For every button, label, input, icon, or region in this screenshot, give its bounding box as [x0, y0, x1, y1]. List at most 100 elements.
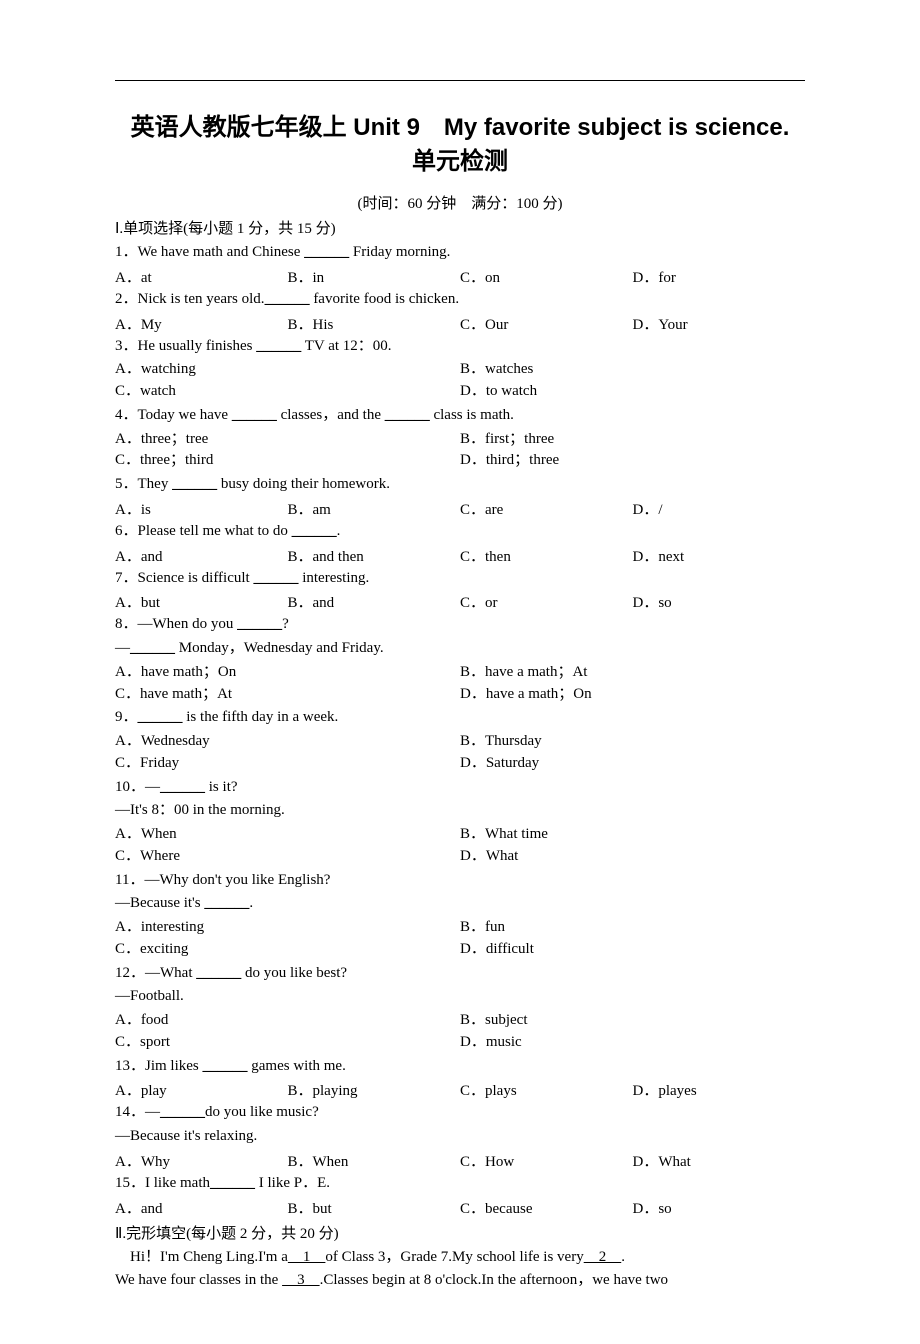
q8-blank2: ______	[130, 640, 175, 656]
q14-line1: 14．—______do you like music?	[115, 1102, 805, 1124]
q14-line2: —Because it's relaxing.	[115, 1126, 805, 1148]
q9-opt-c: C．Friday	[115, 753, 460, 775]
q14-blank: ______	[160, 1104, 205, 1120]
q1-opt-d: D．for	[633, 266, 806, 287]
q5-opt-a: A．is	[115, 498, 288, 519]
q8-options: A．have math；On B．have a math；At C．have m…	[115, 662, 805, 706]
q13-options: A．play B．playing C．plays D．playes	[115, 1079, 805, 1100]
q15-opt-b: B．but	[288, 1197, 461, 1218]
section-1-header: Ⅰ.单项选择(每小题 1 分，共 15 分)	[115, 217, 805, 238]
q11-opt-c: C．exciting	[115, 939, 460, 961]
q14-line1-pre: 14．—	[115, 1104, 160, 1120]
q10-opt-a: A．When	[115, 824, 460, 846]
q6-options: A．and B．and then C．then D．next	[115, 545, 805, 566]
q2-opt-d: D．Your	[633, 313, 806, 334]
q11-opt-a: A．interesting	[115, 917, 460, 939]
cloze-p2-2: .Classes begin at 8 o'clock.In the after…	[320, 1272, 668, 1288]
q9-stem-post: is the fifth day in a week.	[183, 709, 339, 725]
q1-stem-post: Friday morning.	[349, 244, 450, 260]
q9-stem: 9．______ is the fifth day in a week.	[115, 707, 805, 729]
q1-opt-c: C．on	[460, 266, 633, 287]
q3-opt-a: A．watching	[115, 359, 460, 381]
q3-stem-post: TV at 12：00.	[301, 338, 391, 354]
cloze-p1-1: Hi！I'm Cheng Ling.I'm a	[130, 1249, 288, 1265]
section-2-header: Ⅱ.完形填空(每小题 2 分，共 20 分)	[115, 1222, 805, 1243]
q5-stem-post: busy doing their homework.	[217, 476, 390, 492]
cloze-line-1: Hi！I'm Cheng Ling.I'm a 1 of Class 3，Gra…	[115, 1247, 805, 1269]
q11-blank: ______	[204, 895, 249, 911]
q8-line1-post: ?	[282, 616, 289, 632]
q6-opt-a: A．and	[115, 545, 288, 566]
q8-line2-pre: —	[115, 640, 130, 656]
q7-stem: 7．Science is difficult ______ interestin…	[115, 568, 805, 590]
title-sub: 单元检测	[115, 145, 805, 179]
q10-opt-b: B．What time	[460, 824, 805, 846]
q1-opt-a: A．at	[115, 266, 288, 287]
q5-blank: ______	[172, 476, 217, 492]
q10-options: A．When B．What time C．Where D．What	[115, 824, 805, 868]
q3-blank: ______	[256, 338, 301, 354]
q14-opt-d: D．What	[633, 1150, 806, 1171]
q5-opt-b: B．am	[288, 498, 461, 519]
q8-line1: 8．—When do you ______?	[115, 614, 805, 636]
q3-stem: 3．He usually finishes ______ TV at 12：00…	[115, 336, 805, 358]
q7-opt-a: A．but	[115, 591, 288, 612]
q14-opt-c: C．How	[460, 1150, 633, 1171]
q12-line2: —Football.	[115, 986, 805, 1008]
q5-opt-c: C．are	[460, 498, 633, 519]
q6-stem: 6．Please tell me what to do ______.	[115, 521, 805, 543]
q11-opt-b: B．fun	[460, 917, 805, 939]
q4-options: A．three；tree B．first；three C．three；third…	[115, 429, 805, 473]
q4-opt-a: A．three；tree	[115, 429, 460, 451]
q8-opt-d: D．have a math；On	[460, 684, 805, 706]
q2-options: A．My B．His C．Our D．Your	[115, 313, 805, 334]
q8-blank1: ______	[237, 616, 282, 632]
q3-opt-d: D．to watch	[460, 381, 805, 403]
q12-line1-pre: 12．—What	[115, 965, 196, 981]
q12-opt-b: B．subject	[460, 1010, 805, 1032]
q8-line2-post: Monday，Wednesday and Friday.	[175, 640, 384, 656]
q1-options: A．at B．in C．on D．for	[115, 266, 805, 287]
q15-options: A．and B．but C．because D．so	[115, 1197, 805, 1218]
q11-line1: 11．—Why don't you like English?	[115, 870, 805, 892]
q14-options: A．Why B．When C．How D．What	[115, 1150, 805, 1171]
q4-blank1: ______	[232, 407, 277, 423]
q6-opt-b: B．and then	[288, 545, 461, 566]
q6-stem-post: .	[337, 523, 341, 539]
q8-opt-b: B．have a math；At	[460, 662, 805, 684]
q12-line1: 12．—What ______ do you like best?	[115, 963, 805, 985]
q13-stem-post: games with me.	[248, 1058, 346, 1074]
q2-stem-post: favorite food is chicken.	[310, 291, 460, 307]
cloze-p1-2: of Class 3，Grade 7.My school life is ver…	[325, 1249, 583, 1265]
q8-line2: —______ Monday，Wednesday and Friday.	[115, 638, 805, 660]
title-main: 英语人教版七年级上 Unit 9 My favorite subject is …	[115, 111, 805, 145]
q5-opt-d: D．/	[633, 498, 806, 519]
q3-stem-pre: 3．He usually finishes	[115, 338, 256, 354]
q8-opt-a: A．have math；On	[115, 662, 460, 684]
exam-info: (时间：60 分钟 满分：100 分)	[115, 192, 805, 213]
q13-opt-d: D．playes	[633, 1079, 806, 1100]
q15-opt-c: C．because	[460, 1197, 633, 1218]
q9-opt-d: D．Saturday	[460, 753, 805, 775]
document-page: 英语人教版七年级上 Unit 9 My favorite subject is …	[0, 0, 920, 1344]
q11-line2-post: .	[249, 895, 253, 911]
q10-opt-d: D．What	[460, 846, 805, 868]
q13-opt-b: B．playing	[288, 1079, 461, 1100]
q10-opt-c: C．Where	[115, 846, 460, 868]
q3-opt-b: B．watches	[460, 359, 805, 381]
q10-line1: 10．—______ is it?	[115, 777, 805, 799]
q13-stem-pre: 13．Jim likes	[115, 1058, 203, 1074]
q2-opt-b: B．His	[288, 313, 461, 334]
q10-line1-pre: 10．—	[115, 779, 160, 795]
cloze-line-2: We have four classes in the 3 .Classes b…	[115, 1270, 805, 1292]
q6-opt-d: D．next	[633, 545, 806, 566]
q11-opt-d: D．difficult	[460, 939, 805, 961]
q4-stem-mid: classes，and the	[277, 407, 385, 423]
q10-blank: ______	[160, 779, 205, 795]
top-divider	[115, 80, 805, 81]
q4-stem: 4．Today we have ______ classes，and the _…	[115, 405, 805, 427]
q1-stem: 1．We have math and Chinese ______ Friday…	[115, 242, 805, 264]
q15-stem: 15．I like math______ I like P．E.	[115, 1173, 805, 1195]
q9-blank: ______	[138, 709, 183, 725]
q4-stem-pre: 4．Today we have	[115, 407, 232, 423]
